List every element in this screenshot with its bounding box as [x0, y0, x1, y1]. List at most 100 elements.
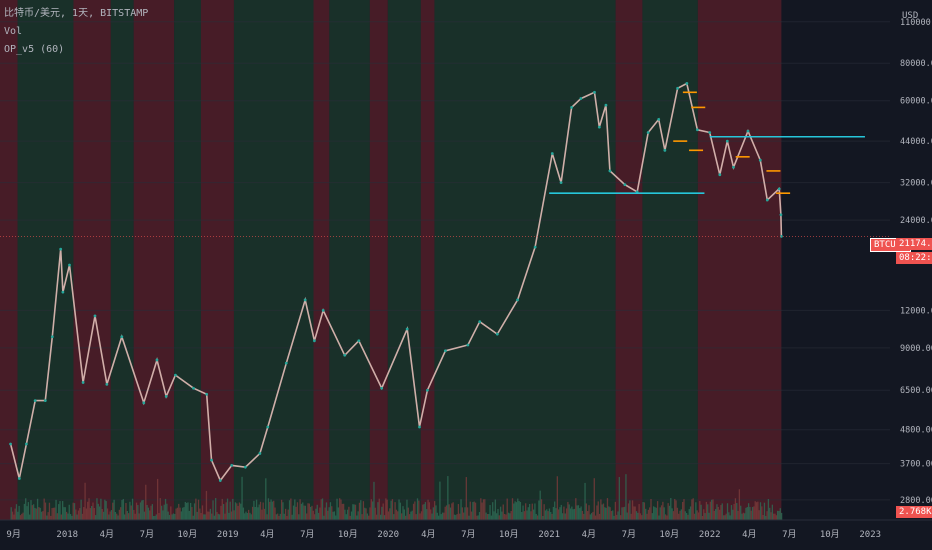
- volume-bar: [72, 502, 74, 520]
- volume-bar: [228, 512, 230, 520]
- volume-bar: [209, 508, 212, 520]
- volume-bar: [325, 502, 328, 520]
- volume-bar: [451, 503, 453, 520]
- volume-bar: [575, 498, 577, 520]
- volume-bar: [623, 506, 626, 520]
- volume-bar: [279, 513, 281, 520]
- volume-bar: [85, 508, 88, 520]
- volume-tag: 2.768K: [896, 506, 932, 518]
- volume-bar: [361, 514, 363, 520]
- volume-bar: [125, 502, 127, 520]
- volume-bar: [156, 478, 159, 520]
- volume-bar: [647, 509, 650, 520]
- volume-bar: [679, 510, 681, 520]
- y-tick-label: 110000.00: [900, 18, 932, 28]
- volume-bar: [546, 509, 548, 520]
- volume-bar: [39, 507, 41, 520]
- volume-bar: [73, 503, 76, 520]
- price-point: [155, 358, 159, 362]
- indicator-label[interactable]: OP_v5 (60): [4, 44, 65, 55]
- volume-bar: [485, 512, 487, 520]
- volume-bar: [357, 511, 359, 520]
- volume-bar: [364, 507, 366, 520]
- volume-bar: [629, 500, 631, 520]
- volume-bar: [332, 511, 334, 520]
- volume-bar: [13, 514, 15, 520]
- price-point: [357, 339, 361, 343]
- volume-bar: [693, 513, 696, 520]
- volume-bar: [707, 504, 709, 520]
- volume-bar: [765, 515, 767, 520]
- volume-bar: [465, 477, 467, 520]
- price-tag: 21174.62: [896, 238, 932, 250]
- symbol-line[interactable]: 比特币/美元, 1天, BITSTAMP: [4, 8, 149, 19]
- volume-bar: [569, 508, 572, 520]
- volume-bar: [263, 508, 266, 520]
- volume-bar: [10, 507, 12, 520]
- vol-label[interactable]: Vol: [4, 26, 23, 37]
- volume-bar: [672, 511, 675, 520]
- volume-bar: [306, 513, 308, 520]
- volume-bar: [35, 508, 37, 520]
- volume-bar: [420, 511, 423, 520]
- volume-bar: [266, 514, 268, 520]
- volume-bar: [178, 503, 180, 520]
- volume-bar: [339, 498, 341, 520]
- x-tick-label: 4月: [742, 529, 756, 540]
- x-tick-label: 4月: [260, 529, 274, 540]
- volume-bar: [277, 513, 279, 520]
- y-tick-label: 6500.00: [900, 386, 932, 396]
- regime-band: [329, 0, 370, 520]
- volume-bar: [650, 498, 652, 520]
- volume-bar: [47, 512, 49, 520]
- volume-bar: [754, 501, 756, 520]
- volume-bar: [151, 504, 154, 520]
- volume-bar: [29, 514, 31, 520]
- volume-bar: [27, 502, 30, 520]
- volume-bar: [538, 500, 540, 520]
- volume-bar: [25, 498, 27, 520]
- volume-bar: [519, 501, 522, 520]
- volume-bar: [62, 501, 64, 520]
- volume-bar: [18, 505, 20, 520]
- volume-bar: [149, 510, 151, 520]
- price-point: [33, 399, 37, 403]
- volume-bar: [42, 511, 44, 520]
- volume-bar: [245, 511, 247, 520]
- volume-bar: [261, 509, 263, 520]
- volume-bar: [141, 500, 143, 520]
- volume-bar: [175, 508, 177, 520]
- y-tick-label: 9000.00: [900, 344, 932, 354]
- volume-bar: [560, 504, 562, 520]
- volume-bar: [43, 498, 45, 520]
- volume-bar: [722, 515, 725, 520]
- volume-bar: [583, 513, 585, 520]
- volume-bar: [127, 513, 130, 520]
- volume-bar: [303, 505, 305, 520]
- volume-bar: [608, 506, 610, 520]
- volume-bar: [232, 498, 234, 520]
- volume-bar: [634, 506, 636, 520]
- volume-bar: [36, 498, 39, 520]
- volume-bar: [426, 509, 428, 520]
- volume-bar: [118, 509, 121, 520]
- volume-bar: [116, 513, 118, 520]
- volume-bar: [767, 498, 770, 520]
- volume-bar: [759, 502, 762, 520]
- volume-bar: [378, 498, 380, 520]
- volume-bar: [259, 501, 262, 520]
- volume-bar: [316, 504, 318, 520]
- volume-bar: [646, 513, 648, 520]
- volume-bar: [76, 514, 78, 520]
- volume-bar: [135, 502, 138, 520]
- volume-bar: [558, 509, 560, 520]
- volume-bar: [98, 506, 101, 520]
- price-point: [685, 82, 689, 85]
- regime-band: [110, 0, 134, 520]
- volume-bar: [758, 510, 760, 520]
- regime-band: [369, 0, 388, 520]
- volume-bar: [440, 514, 442, 520]
- volume-bar: [242, 507, 245, 520]
